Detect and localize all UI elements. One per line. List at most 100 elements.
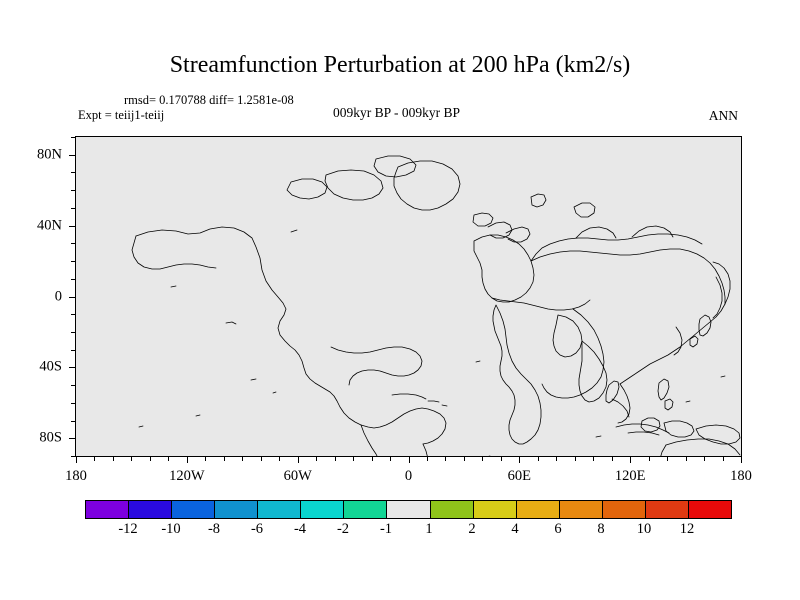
colorbar-segment[interactable] xyxy=(215,501,259,518)
colorbar-segment[interactable] xyxy=(602,501,646,518)
x-axis-tick xyxy=(556,456,558,461)
colorbar-segment[interactable] xyxy=(516,501,560,518)
colorbar-segment[interactable] xyxy=(258,501,302,518)
colorbar-tick-label: 8 xyxy=(597,521,605,537)
x-axis-tick xyxy=(242,456,244,461)
x-axis-tick xyxy=(390,456,392,461)
y-axis-tick xyxy=(71,172,76,174)
colorbar-tick-label: 4 xyxy=(511,521,519,537)
x-axis-tick xyxy=(316,456,318,461)
x-axis-tick xyxy=(667,456,669,461)
x-axis-tick xyxy=(445,456,447,461)
colorbar[interactable]: -12 -10 -8 -6 -4 -2 -1 1 2 4 6 8 10 12 xyxy=(85,500,732,537)
y-axis-label: 80N xyxy=(37,146,62,163)
y-axis-label: 0 xyxy=(54,288,62,304)
case-annotation: 009kyr BP - 009kyr BP xyxy=(333,105,461,120)
colorbar-tick-label: -10 xyxy=(161,521,181,537)
x-axis-tick xyxy=(630,456,632,463)
colorbar-segment[interactable] xyxy=(172,501,216,518)
x-axis-label: 60W xyxy=(283,468,312,484)
x-axis-tick xyxy=(76,456,77,463)
x-axis-tick xyxy=(593,456,595,461)
x-axis-tick xyxy=(500,456,502,461)
y-axis-label: 40N xyxy=(37,217,62,234)
x-axis-label: 120E xyxy=(614,468,646,484)
colorbar-segments[interactable] xyxy=(85,500,732,519)
y-axis-tick xyxy=(71,385,76,387)
colorbar-tick-label: 1 xyxy=(425,521,433,537)
x-axis-tick xyxy=(537,456,539,461)
y-axis-tick xyxy=(71,349,76,351)
colorbar-segment[interactable] xyxy=(430,501,474,518)
y-axis-tick xyxy=(71,261,76,263)
x-axis-tick xyxy=(741,456,742,463)
y-axis-tick xyxy=(71,190,76,192)
colorbar-segment[interactable] xyxy=(473,501,517,518)
x-axis-tick xyxy=(371,456,373,461)
colorbar-segment[interactable] xyxy=(645,501,689,518)
x-axis-label: 60E xyxy=(507,468,532,484)
x-axis-tick xyxy=(205,456,207,461)
x-axis-label: 180 xyxy=(730,468,752,484)
x-axis-tick xyxy=(648,456,650,461)
x-axis-label: 180 xyxy=(65,468,87,484)
x-axis-tick xyxy=(574,456,576,461)
x-axis-label: 0 xyxy=(404,468,413,484)
x-axis-tick xyxy=(279,456,281,461)
colorbar-tick-label: -6 xyxy=(250,521,264,537)
x-axis-tick xyxy=(168,456,170,461)
y-axis-tick xyxy=(71,314,76,316)
y-axis-tick xyxy=(71,456,76,457)
x-axis-tick xyxy=(408,456,410,463)
colorbar-segment[interactable] xyxy=(688,501,731,518)
colorbar-segment[interactable] xyxy=(344,501,388,518)
x-axis-tick xyxy=(223,456,225,461)
y-axis-tick xyxy=(71,331,76,333)
x-axis-tick xyxy=(297,456,299,463)
x-axis-tick xyxy=(722,456,724,461)
colorbar-tick-label: -2 xyxy=(336,521,350,537)
x-axis-tick xyxy=(149,456,151,461)
colorbar-tick-label: 2 xyxy=(468,521,476,537)
y-axis-tick xyxy=(71,207,76,209)
x-axis-tick xyxy=(519,456,521,463)
page-title: Streamfunction Perturbation at 200 hPa (… xyxy=(169,52,631,78)
x-axis-label: 120W xyxy=(169,468,205,484)
y-axis-tick xyxy=(69,438,76,440)
colorbar-tick-label: -1 xyxy=(379,521,393,537)
x-axis-tick xyxy=(426,456,428,461)
colorbar-tick-label: -8 xyxy=(207,521,221,537)
colorbar-segment[interactable] xyxy=(129,501,173,518)
x-axis-tick xyxy=(112,456,114,461)
y-axis-tick xyxy=(71,243,76,245)
x-axis-tick xyxy=(482,456,484,461)
experiment-annotation: Expt = teiij1-teiij xyxy=(78,108,165,122)
x-axis-tick xyxy=(463,456,465,461)
colorbar-tick-label: 10 xyxy=(636,521,652,537)
colorbar-segment[interactable] xyxy=(387,501,431,518)
colorbar-segment[interactable] xyxy=(301,501,345,518)
x-axis-tick xyxy=(260,456,262,461)
x-axis-tick xyxy=(131,456,133,461)
x-axis-tick xyxy=(611,456,613,461)
y-axis-tick xyxy=(69,296,76,298)
x-axis-tick xyxy=(353,456,355,461)
x-axis-tick xyxy=(334,456,336,461)
y-axis-tick xyxy=(71,137,76,138)
colorbar-tick-label: -12 xyxy=(118,521,138,537)
y-axis-tick xyxy=(71,278,76,280)
y-axis-tick xyxy=(69,225,76,227)
colorbar-segment[interactable] xyxy=(559,501,603,518)
colorbar-tick-label: -4 xyxy=(293,521,307,537)
season-annotation: ANN xyxy=(708,108,738,123)
y-axis-tick xyxy=(71,402,76,404)
y-axis-label: 40S xyxy=(39,358,62,375)
colorbar-segment[interactable] xyxy=(86,501,130,518)
y-axis-tick xyxy=(69,154,76,156)
x-axis-tick xyxy=(186,456,188,463)
map-plot-area: 80N 40N 0 40S 80S 180 120W 60W 0 60E 120E 180 xyxy=(37,136,752,484)
colorbar-tick-label: 6 xyxy=(554,521,562,537)
y-axis-tick xyxy=(71,420,76,422)
x-axis-tick xyxy=(94,456,96,461)
